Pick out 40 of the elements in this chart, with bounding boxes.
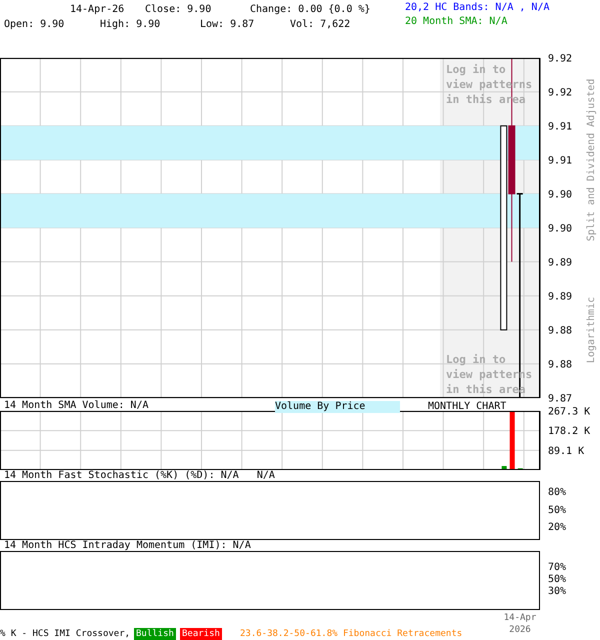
text: 20 Month SMA: N/A <box>405 16 508 28</box>
text: 70% <box>548 562 566 574</box>
y-tick-label: 9.88 <box>548 325 572 336</box>
chart-title: 14 Month SMA Volume: N/A <box>4 400 148 412</box>
text: Open: 9.90 <box>4 19 64 31</box>
text: Change: 0.00 {0.0 %} <box>250 4 370 16</box>
text: High: 9.90 <box>100 19 160 31</box>
y-tick-label: 9.92 <box>548 87 572 98</box>
text: Split and Dividend Adjusted <box>586 78 598 242</box>
text: Bullish <box>134 628 176 640</box>
text: Close: 9.90 <box>145 4 212 16</box>
text: Bearish <box>180 628 222 640</box>
y-tick-label: 9.87 <box>548 394 572 405</box>
text: 14-Apr 2026 <box>502 612 538 636</box>
y-tick-label: 9.88 <box>548 359 572 370</box>
y-tick-label: 267.3 K <box>548 406 590 418</box>
text: Vol: 7,622 <box>290 19 350 31</box>
y-tick-label: 9.90 <box>548 189 572 200</box>
text: 20,2 HC Bands: N/A , N/A <box>405 2 550 14</box>
y-tick-label: 9.92 <box>548 54 572 65</box>
y-tick-label: 178.2 K <box>548 426 590 438</box>
text: Low: 9.87 <box>200 19 254 31</box>
annotation: MONTHLY CHART <box>428 401 506 413</box>
text: Logarithmic <box>586 296 598 364</box>
text: 14 Month Fast Stochastic (%K) (%D): N/A N/A <box>4 470 275 482</box>
text: 50% <box>548 505 566 517</box>
y-tick-label: 9.90 <box>548 223 572 234</box>
y-tick-label: 9.91 <box>548 121 572 132</box>
text: 50% <box>548 574 566 586</box>
text: 14-Apr-26 <box>70 4 124 16</box>
y-tick-label: 9.91 <box>548 155 572 166</box>
text: 80% <box>548 487 566 499</box>
text: 14 Month HCS Intraday Momentum (IMI): N/A <box>4 540 251 552</box>
text: 20% <box>548 522 566 534</box>
text: % K - HCS IMI Crossover, <box>0 628 130 640</box>
y-tick-label: 89.1 K <box>548 446 584 457</box>
text: 23.6-38.2-50-61.8% Fibonacci Retracements <box>240 628 462 640</box>
y-tick-label: 9.89 <box>548 257 572 268</box>
y-tick-label: 9.89 <box>548 291 572 302</box>
text: 30% <box>548 586 566 598</box>
